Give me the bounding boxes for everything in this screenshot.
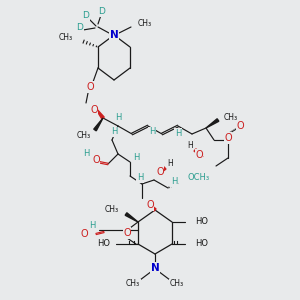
Text: H: H <box>175 128 181 137</box>
Text: CH₃: CH₃ <box>77 131 91 140</box>
Text: HO: HO <box>195 239 208 248</box>
Polygon shape <box>194 149 203 157</box>
Text: H: H <box>84 149 90 158</box>
Polygon shape <box>125 213 138 222</box>
Polygon shape <box>94 106 104 119</box>
Text: D: D <box>99 8 105 16</box>
Text: H: H <box>149 128 155 136</box>
Text: O: O <box>156 167 164 177</box>
Text: CH₃: CH₃ <box>105 205 119 214</box>
Text: H: H <box>133 154 139 163</box>
Text: H: H <box>137 173 143 182</box>
Polygon shape <box>94 118 103 131</box>
Text: H: H <box>88 220 95 230</box>
Text: CH₃: CH₃ <box>224 112 238 122</box>
Text: O: O <box>90 105 98 115</box>
Text: O: O <box>80 229 88 239</box>
Text: H: H <box>115 113 121 122</box>
Text: O: O <box>146 200 154 210</box>
Text: CH₃: CH₃ <box>126 280 140 289</box>
Text: D: D <box>82 11 89 20</box>
Text: HO: HO <box>195 218 208 226</box>
Text: CH₃: CH₃ <box>170 280 184 289</box>
Text: H: H <box>171 178 177 187</box>
Text: CH₃: CH₃ <box>59 34 73 43</box>
Text: D: D <box>76 23 83 32</box>
Text: O: O <box>195 150 203 160</box>
Text: O: O <box>86 82 94 92</box>
Text: CH₃: CH₃ <box>138 20 152 28</box>
Text: H: H <box>111 128 117 136</box>
Text: H: H <box>187 140 193 149</box>
Text: OCH₃: OCH₃ <box>188 173 210 182</box>
Text: O: O <box>92 155 100 165</box>
Text: H: H <box>167 158 173 167</box>
Text: O: O <box>123 228 131 238</box>
Polygon shape <box>157 167 166 175</box>
Text: HO: HO <box>97 239 110 248</box>
Polygon shape <box>147 202 156 211</box>
Text: O: O <box>236 121 244 131</box>
Text: O: O <box>224 133 232 143</box>
Text: N: N <box>151 263 159 273</box>
Polygon shape <box>206 119 219 128</box>
Text: N: N <box>110 30 118 40</box>
